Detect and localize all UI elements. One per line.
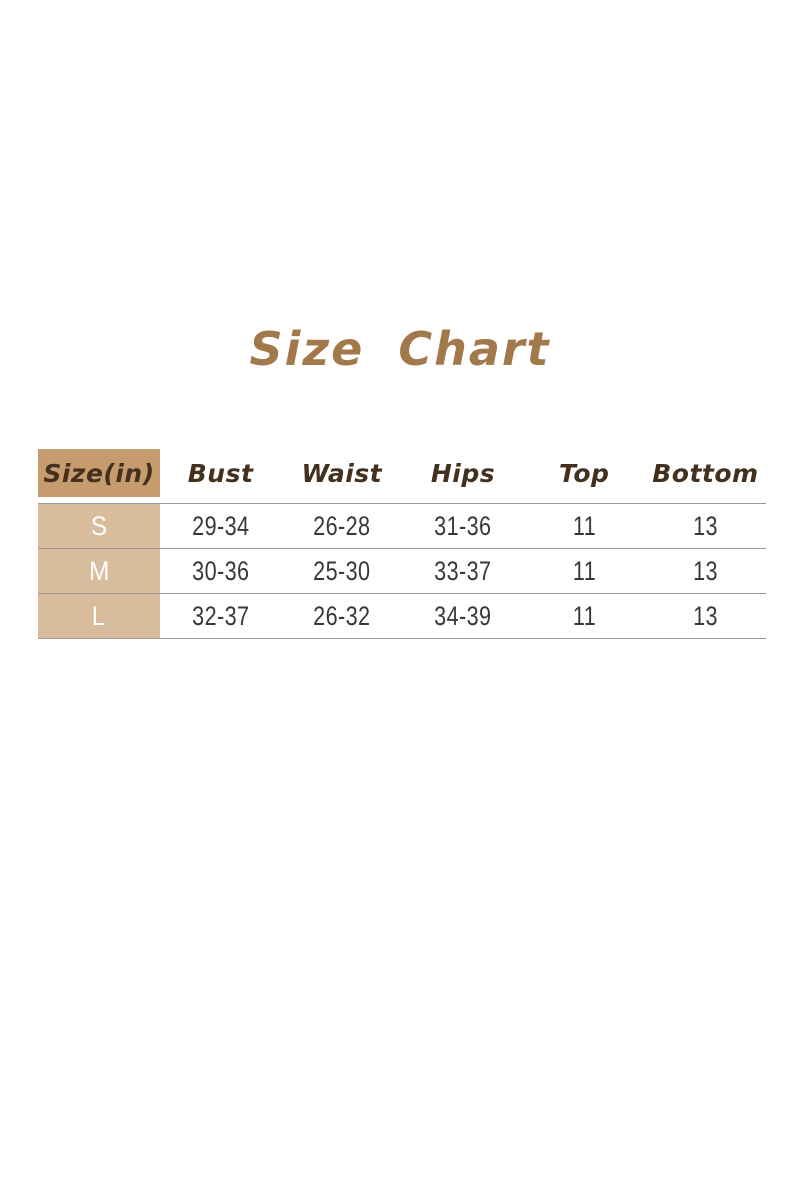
- column-header-size: Size(in): [38, 449, 160, 497]
- table-body: S 29-34 26-28 31-36 11 13 M 30-36 25-30 …: [38, 503, 766, 639]
- size-label: L: [92, 600, 106, 631]
- cell-value: 11: [572, 510, 596, 541]
- cell-s-bottom: 13: [645, 504, 766, 548]
- size-label: M: [88, 555, 110, 586]
- cell-m-bust: 30-36: [160, 549, 281, 593]
- cell-l-hips: 34-39: [402, 594, 523, 638]
- column-header-top: Top: [559, 458, 610, 488]
- cell-value: 31-36: [434, 510, 492, 541]
- cell-value: 26-32: [313, 600, 371, 631]
- cell-l-bottom: 13: [645, 594, 766, 638]
- cell-m-top: 11: [524, 549, 645, 593]
- cell-value: 13: [692, 555, 718, 586]
- column-header-hips: Hips: [430, 458, 496, 488]
- page-title: Size Chart: [249, 322, 551, 376]
- cell-value: 33-37: [434, 555, 492, 586]
- cell-value: 11: [572, 555, 596, 586]
- cell-value: 30-36: [191, 555, 250, 586]
- cell-value: 29-34: [191, 510, 250, 541]
- cell-value: 26-28: [313, 510, 371, 541]
- size-label-cell: M: [38, 549, 160, 593]
- size-label: S: [90, 510, 108, 541]
- table-header-row: Size(in) Bust Waist Hips Top Bottom: [38, 449, 766, 497]
- table-row-l: L 32-37 26-32 34-39 11 13: [38, 594, 766, 639]
- size-label-cell: L: [38, 594, 160, 638]
- cell-m-bottom: 13: [645, 549, 766, 593]
- cell-s-top: 11: [524, 504, 645, 548]
- column-header-waist: Waist: [301, 458, 383, 488]
- table-row-m: M 30-36 25-30 33-37 11 13: [38, 549, 766, 594]
- cell-l-waist: 26-32: [281, 594, 402, 638]
- cell-m-waist: 25-30: [281, 549, 402, 593]
- cell-value: 34-39: [434, 600, 492, 631]
- cell-s-waist: 26-28: [281, 504, 402, 548]
- cell-value: 13: [692, 600, 718, 631]
- cell-m-hips: 33-37: [402, 549, 523, 593]
- column-header-bust: Bust: [187, 458, 254, 488]
- cell-value: 11: [572, 600, 596, 631]
- cell-s-bust: 29-34: [160, 504, 281, 548]
- size-chart-table: Size(in) Bust Waist Hips Top Bottom S 29…: [38, 449, 766, 639]
- cell-s-hips: 31-36: [402, 504, 523, 548]
- size-label-cell: S: [38, 504, 160, 548]
- cell-value: 25-30: [313, 555, 371, 586]
- cell-l-bust: 32-37: [160, 594, 281, 638]
- cell-value: 32-37: [191, 600, 250, 631]
- column-header-bottom: Bottom: [652, 458, 759, 488]
- cell-l-top: 11: [524, 594, 645, 638]
- cell-value: 13: [692, 510, 718, 541]
- table-row-s: S 29-34 26-28 31-36 11 13: [38, 504, 766, 549]
